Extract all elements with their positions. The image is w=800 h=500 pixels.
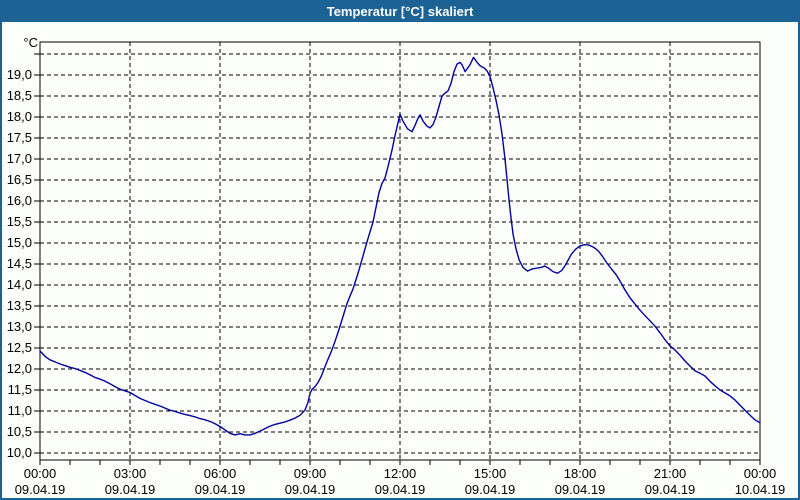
svg-text:09.04.19: 09.04.19 (285, 482, 336, 496)
svg-text:13,5: 13,5 (7, 298, 32, 313)
temperature-chart: 10,0 10,5 11,0 11,5 12,0 12,5 13,0 13,5 14,0 14,5… (7, 35, 786, 496)
svg-text:17,0: 17,0 (7, 151, 32, 166)
plot-border (39, 41, 761, 461)
svg-text:00:00: 00:00 (24, 466, 57, 481)
svg-text:16,0: 16,0 (7, 193, 32, 208)
y-axis-labels: 10,0 10,5 11,0 11,5 12,0 12,5 13,0 13,5 14,0 14,5… (7, 67, 32, 460)
y-axis-ticks (34, 53, 40, 454)
svg-text:13,0: 13,0 (7, 319, 32, 334)
y-axis-unit-label: °C (23, 35, 38, 50)
svg-text:°C: °C (23, 35, 38, 50)
x-axis-labels: 00:0009.04.1903:0009.04.1906:0009.04.190… (15, 466, 786, 496)
svg-text:03:00: 03:00 (114, 466, 147, 481)
svg-text:21:00: 21:00 (654, 466, 687, 481)
window-title: Temperatur [°C] skaliert (326, 4, 474, 19)
svg-text:10,0: 10,0 (7, 445, 32, 460)
temperature-line (39, 56, 761, 436)
svg-text:10,5: 10,5 (7, 424, 32, 439)
svg-text:12,0: 12,0 (7, 361, 32, 376)
svg-text:09.04.19: 09.04.19 (195, 482, 246, 496)
svg-text:14,5: 14,5 (7, 256, 32, 271)
svg-text:09.04.19: 09.04.19 (375, 482, 426, 496)
svg-text:09.04.19: 09.04.19 (105, 482, 156, 496)
x-gridlines (129, 42, 671, 460)
svg-text:17,5: 17,5 (7, 130, 32, 145)
title-bar[interactable]: Temperatur [°C] skaliert (2, 2, 798, 22)
svg-text:09:00: 09:00 (294, 466, 327, 481)
svg-text:06:00: 06:00 (204, 466, 237, 481)
svg-text:19,0: 19,0 (7, 67, 32, 82)
svg-text:09.04.19: 09.04.19 (15, 482, 66, 496)
svg-text:18,0: 18,0 (7, 109, 32, 124)
svg-text:15:00: 15:00 (474, 466, 507, 481)
svg-text:11,5: 11,5 (8, 382, 32, 397)
svg-text:12,5: 12,5 (7, 340, 32, 355)
svg-text:00:00: 00:00 (744, 466, 777, 481)
svg-text:18,5: 18,5 (7, 88, 32, 103)
svg-text:18:00: 18:00 (564, 466, 597, 481)
svg-text:09.04.19: 09.04.19 (555, 482, 606, 496)
svg-text:15,5: 15,5 (7, 214, 32, 229)
svg-text:09.04.19: 09.04.19 (645, 482, 696, 496)
x-axis-ticks (39, 460, 761, 465)
svg-text:14,0: 14,0 (7, 277, 32, 292)
svg-text:15,0: 15,0 (7, 235, 32, 250)
svg-text:10.04.19: 10.04.19 (735, 482, 786, 496)
svg-text:12:00: 12:00 (384, 466, 417, 481)
svg-text:11,0: 11,0 (8, 403, 32, 418)
svg-text:09.04.19: 09.04.19 (465, 482, 516, 496)
svg-text:16,5: 16,5 (7, 172, 32, 187)
